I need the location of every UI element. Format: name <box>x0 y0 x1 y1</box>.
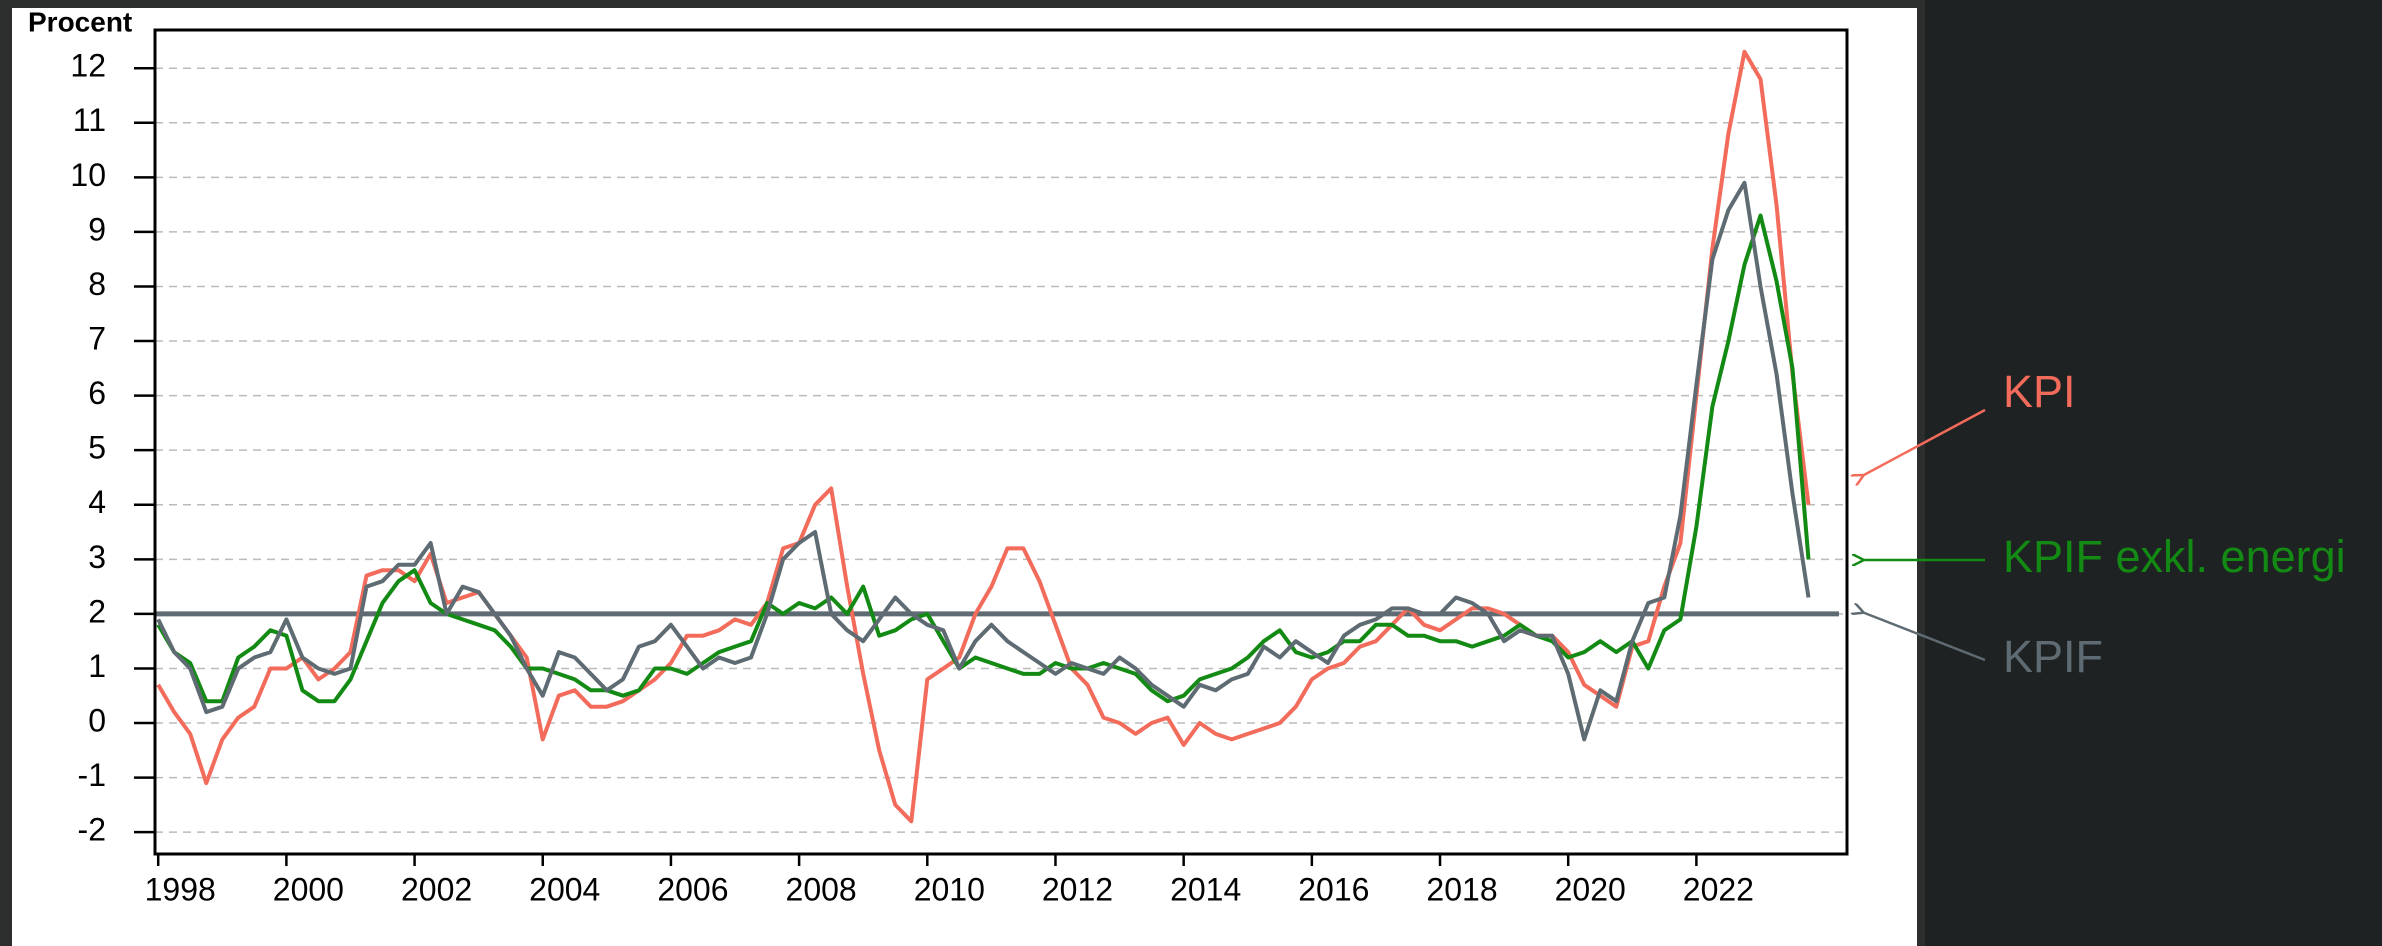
y-tick-label: -1 <box>78 757 106 793</box>
y-tick-label: 8 <box>88 266 106 302</box>
legend-arrow <box>1862 408 1986 476</box>
legend-arrow <box>1862 612 1986 662</box>
x-tick-label: 2006 <box>657 871 728 907</box>
legend-label: KPIF exkl. energi <box>2003 531 2346 582</box>
chart-panel <box>12 8 1917 946</box>
y-tick-label: 12 <box>70 48 106 84</box>
x-tick-label: 2018 <box>1426 871 1497 907</box>
legend-label: KPIF <box>2003 631 2103 682</box>
x-tick-label: 2014 <box>1170 871 1241 907</box>
y-tick-label: 11 <box>73 102 106 138</box>
x-tick-label: 2022 <box>1683 871 1754 907</box>
x-tick-label: 2010 <box>914 871 985 907</box>
x-tick-label: 2002 <box>401 871 472 907</box>
background-photo <box>1925 0 2382 946</box>
x-tick-label: 2004 <box>529 871 600 907</box>
y-tick-label: -2 <box>78 812 106 848</box>
y-tick-label: 9 <box>88 211 106 247</box>
y-tick-label: 0 <box>88 702 106 738</box>
x-tick-label: 1998 <box>145 871 216 907</box>
y-tick-label: 5 <box>88 430 106 466</box>
legend-label: KPI <box>2003 366 2076 417</box>
y-tick-label: 4 <box>88 484 106 520</box>
y-tick-label: 6 <box>88 375 106 411</box>
series-line <box>156 180 1811 742</box>
y-tick-label: 3 <box>88 539 106 575</box>
x-tick-label: 2000 <box>273 871 344 907</box>
y-tick-label: 10 <box>70 157 106 193</box>
y-tick-label: 2 <box>88 593 106 629</box>
x-tick-label: 2012 <box>1042 871 1113 907</box>
plot-frame <box>153 28 1849 856</box>
x-tick-label: 2008 <box>786 871 857 907</box>
x-tick-label: 2016 <box>1298 871 1369 907</box>
x-tick-label: 2020 <box>1555 871 1626 907</box>
y-tick-label: 7 <box>88 320 106 356</box>
y-axis-label: Procent <box>28 6 132 37</box>
y-tick-label: 1 <box>88 648 106 684</box>
